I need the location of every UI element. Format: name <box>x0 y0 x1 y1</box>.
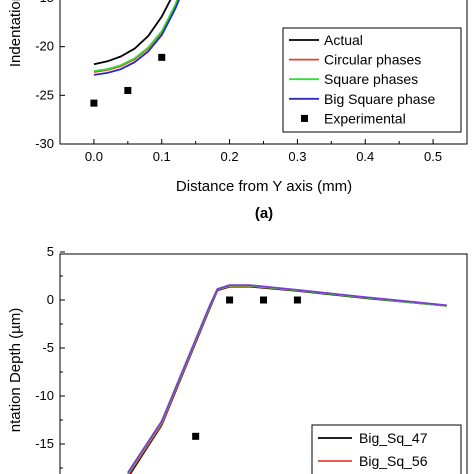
x-tick-label-a: 0.3 <box>288 149 306 164</box>
x-tick-label-a: 0.4 <box>356 149 374 164</box>
series-line-a <box>93 0 180 76</box>
y-axis-title-a: Indentation <box>7 0 24 67</box>
y-tick-label-a: -20 <box>35 39 54 54</box>
legend-frame-b <box>311 424 462 474</box>
plot-frame-b <box>59 253 468 474</box>
panel-label-a: (a) <box>255 205 273 222</box>
plot-area-b: 5 0 -5 -10 -15 Big_Sq_47 Big_Sq_56 <box>35 244 468 474</box>
plot-area-a: 0.0 0.1 0.2 0.3 0.4 0.5 -15 -20 -25 -30 Actual Circ… <box>35 0 468 164</box>
series-line-a <box>93 0 172 66</box>
x-tick-label-a: 0.5 <box>424 149 442 164</box>
x-tick-label-a: 0.2 <box>221 149 239 164</box>
experimental-point-a <box>124 86 132 94</box>
x-tick-label-a: 0.0 <box>85 149 103 164</box>
experimental-point-a <box>158 53 166 61</box>
y-tick-label-b: 5 <box>47 244 54 259</box>
legend-a: Actual Circular phases Square phases Big Sq… <box>282 27 462 133</box>
x-tick-label-a: 0.1 <box>153 149 171 164</box>
experimental-point-b <box>293 296 301 304</box>
legend-label-b: Big_Sq_56 <box>359 453 428 469</box>
experimental-point-b <box>226 296 234 304</box>
y-tick-label-a: -15 <box>35 0 54 5</box>
chart-panel-a: Indentation 0.0 0.1 0.2 0.3 0.4 0.5 -15 -20 -25 -… <box>7 0 468 222</box>
series-group-a <box>90 0 180 107</box>
series-group-b <box>127 284 447 474</box>
legend-label-a: Square phases <box>324 71 418 87</box>
legend-label-a: Circular phases <box>324 52 421 68</box>
legend-label-a: Experimental <box>324 110 406 126</box>
legend-b: Big_Sq_47 Big_Sq_56 <box>311 424 462 474</box>
chart-panel-b: ntation Depth (µm) 50-5-10-15 Big_Sq_47Bi… <box>7 244 468 474</box>
y-tick-label-b: -10 <box>35 388 54 403</box>
legend-frame-a <box>282 27 462 133</box>
y-tick-label-b: 0 <box>47 292 54 307</box>
legend-label-a: Big Square phase <box>324 91 436 107</box>
legend-label-b: Big_Sq_47 <box>359 430 428 446</box>
series-line-b <box>127 284 447 474</box>
experimental-point-a <box>90 99 98 107</box>
y-tick-label-a: -25 <box>35 87 54 102</box>
experimental-point-b <box>192 432 200 440</box>
y-tick-label-a: -30 <box>35 136 54 151</box>
y-tick-label-b: -15 <box>35 436 54 451</box>
x-axis-title-a: Distance from Y axis (mm) <box>176 178 352 195</box>
experimental-point-b <box>260 296 267 304</box>
series-line-a <box>93 0 178 72</box>
legend-marker-a <box>301 114 308 122</box>
y-tick-label-b: -5 <box>42 340 54 355</box>
y-axis-title-b: ntation Depth (µm) <box>7 308 24 433</box>
legend-label-a: Actual <box>324 32 363 48</box>
